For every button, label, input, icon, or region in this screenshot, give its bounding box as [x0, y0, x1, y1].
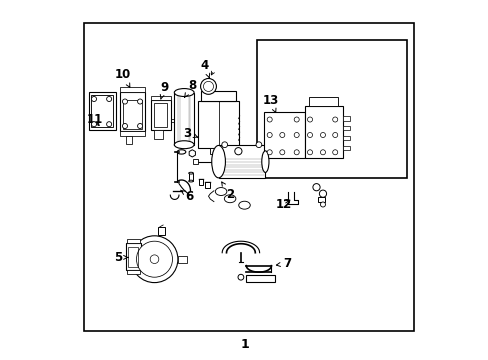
Bar	[246, 275, 275, 282]
Bar	[158, 227, 164, 235]
Bar	[123, 100, 142, 129]
Bar	[188, 173, 193, 181]
Bar	[204, 182, 209, 188]
Circle shape	[307, 132, 312, 138]
Bar	[197, 101, 239, 148]
Circle shape	[266, 132, 272, 138]
Circle shape	[234, 148, 242, 155]
Circle shape	[332, 117, 337, 122]
Text: 12: 12	[275, 198, 291, 211]
Ellipse shape	[211, 145, 225, 178]
Bar	[309, 97, 337, 106]
Circle shape	[279, 132, 284, 138]
Bar	[342, 146, 349, 150]
Ellipse shape	[174, 141, 194, 149]
Ellipse shape	[188, 172, 193, 174]
Circle shape	[131, 236, 178, 283]
Text: 1: 1	[240, 338, 248, 351]
Bar	[120, 131, 144, 136]
Ellipse shape	[261, 151, 268, 172]
Text: 9: 9	[160, 81, 168, 99]
Circle shape	[222, 142, 227, 148]
Circle shape	[150, 255, 159, 264]
Bar	[200, 91, 235, 101]
Bar	[125, 136, 132, 144]
Bar	[120, 92, 144, 131]
Bar	[125, 243, 141, 270]
Circle shape	[91, 96, 96, 102]
Bar	[178, 256, 186, 263]
Text: 11: 11	[86, 113, 102, 126]
Text: 7: 7	[276, 257, 290, 270]
Circle shape	[91, 122, 96, 127]
Circle shape	[332, 132, 337, 138]
Circle shape	[307, 117, 312, 122]
Bar	[91, 95, 113, 127]
Bar	[151, 96, 170, 100]
Bar	[193, 159, 198, 164]
Circle shape	[294, 150, 299, 155]
Circle shape	[106, 122, 111, 127]
Circle shape	[320, 202, 325, 207]
Circle shape	[238, 274, 244, 280]
Circle shape	[294, 117, 299, 122]
Bar	[120, 87, 144, 92]
Text: 5: 5	[114, 251, 128, 264]
Bar	[257, 40, 406, 178]
Bar	[151, 100, 170, 130]
Bar	[127, 239, 140, 243]
Bar	[210, 148, 217, 154]
Bar	[305, 106, 342, 158]
Circle shape	[122, 99, 127, 104]
Text: 3: 3	[183, 127, 197, 140]
Circle shape	[294, 132, 299, 138]
Circle shape	[200, 78, 216, 94]
Bar	[263, 112, 305, 158]
Circle shape	[320, 150, 325, 155]
Ellipse shape	[188, 180, 193, 182]
Circle shape	[320, 132, 325, 138]
Bar	[342, 136, 349, 140]
Circle shape	[203, 81, 213, 91]
Circle shape	[122, 123, 127, 129]
Text: 8: 8	[184, 79, 196, 98]
Circle shape	[266, 117, 272, 122]
Circle shape	[137, 99, 142, 104]
Bar	[153, 103, 167, 127]
Bar	[218, 145, 265, 178]
Bar	[199, 179, 203, 185]
Text: 2: 2	[221, 182, 234, 201]
Circle shape	[279, 150, 284, 155]
Bar	[153, 130, 163, 139]
Circle shape	[136, 241, 172, 277]
Circle shape	[266, 150, 272, 155]
Circle shape	[137, 123, 142, 129]
Bar	[128, 247, 138, 267]
Circle shape	[106, 96, 111, 102]
Bar	[88, 92, 115, 130]
Text: 6: 6	[180, 190, 194, 203]
Circle shape	[256, 142, 261, 148]
Bar	[342, 126, 349, 130]
Bar	[342, 116, 349, 121]
Circle shape	[307, 150, 312, 155]
Circle shape	[332, 150, 337, 155]
Text: 10: 10	[115, 68, 131, 87]
Bar	[127, 270, 140, 274]
Bar	[318, 197, 325, 202]
Ellipse shape	[174, 89, 194, 96]
Text: 4: 4	[201, 59, 209, 78]
Bar	[174, 93, 194, 145]
Text: 13: 13	[262, 94, 278, 112]
Bar	[84, 23, 413, 331]
